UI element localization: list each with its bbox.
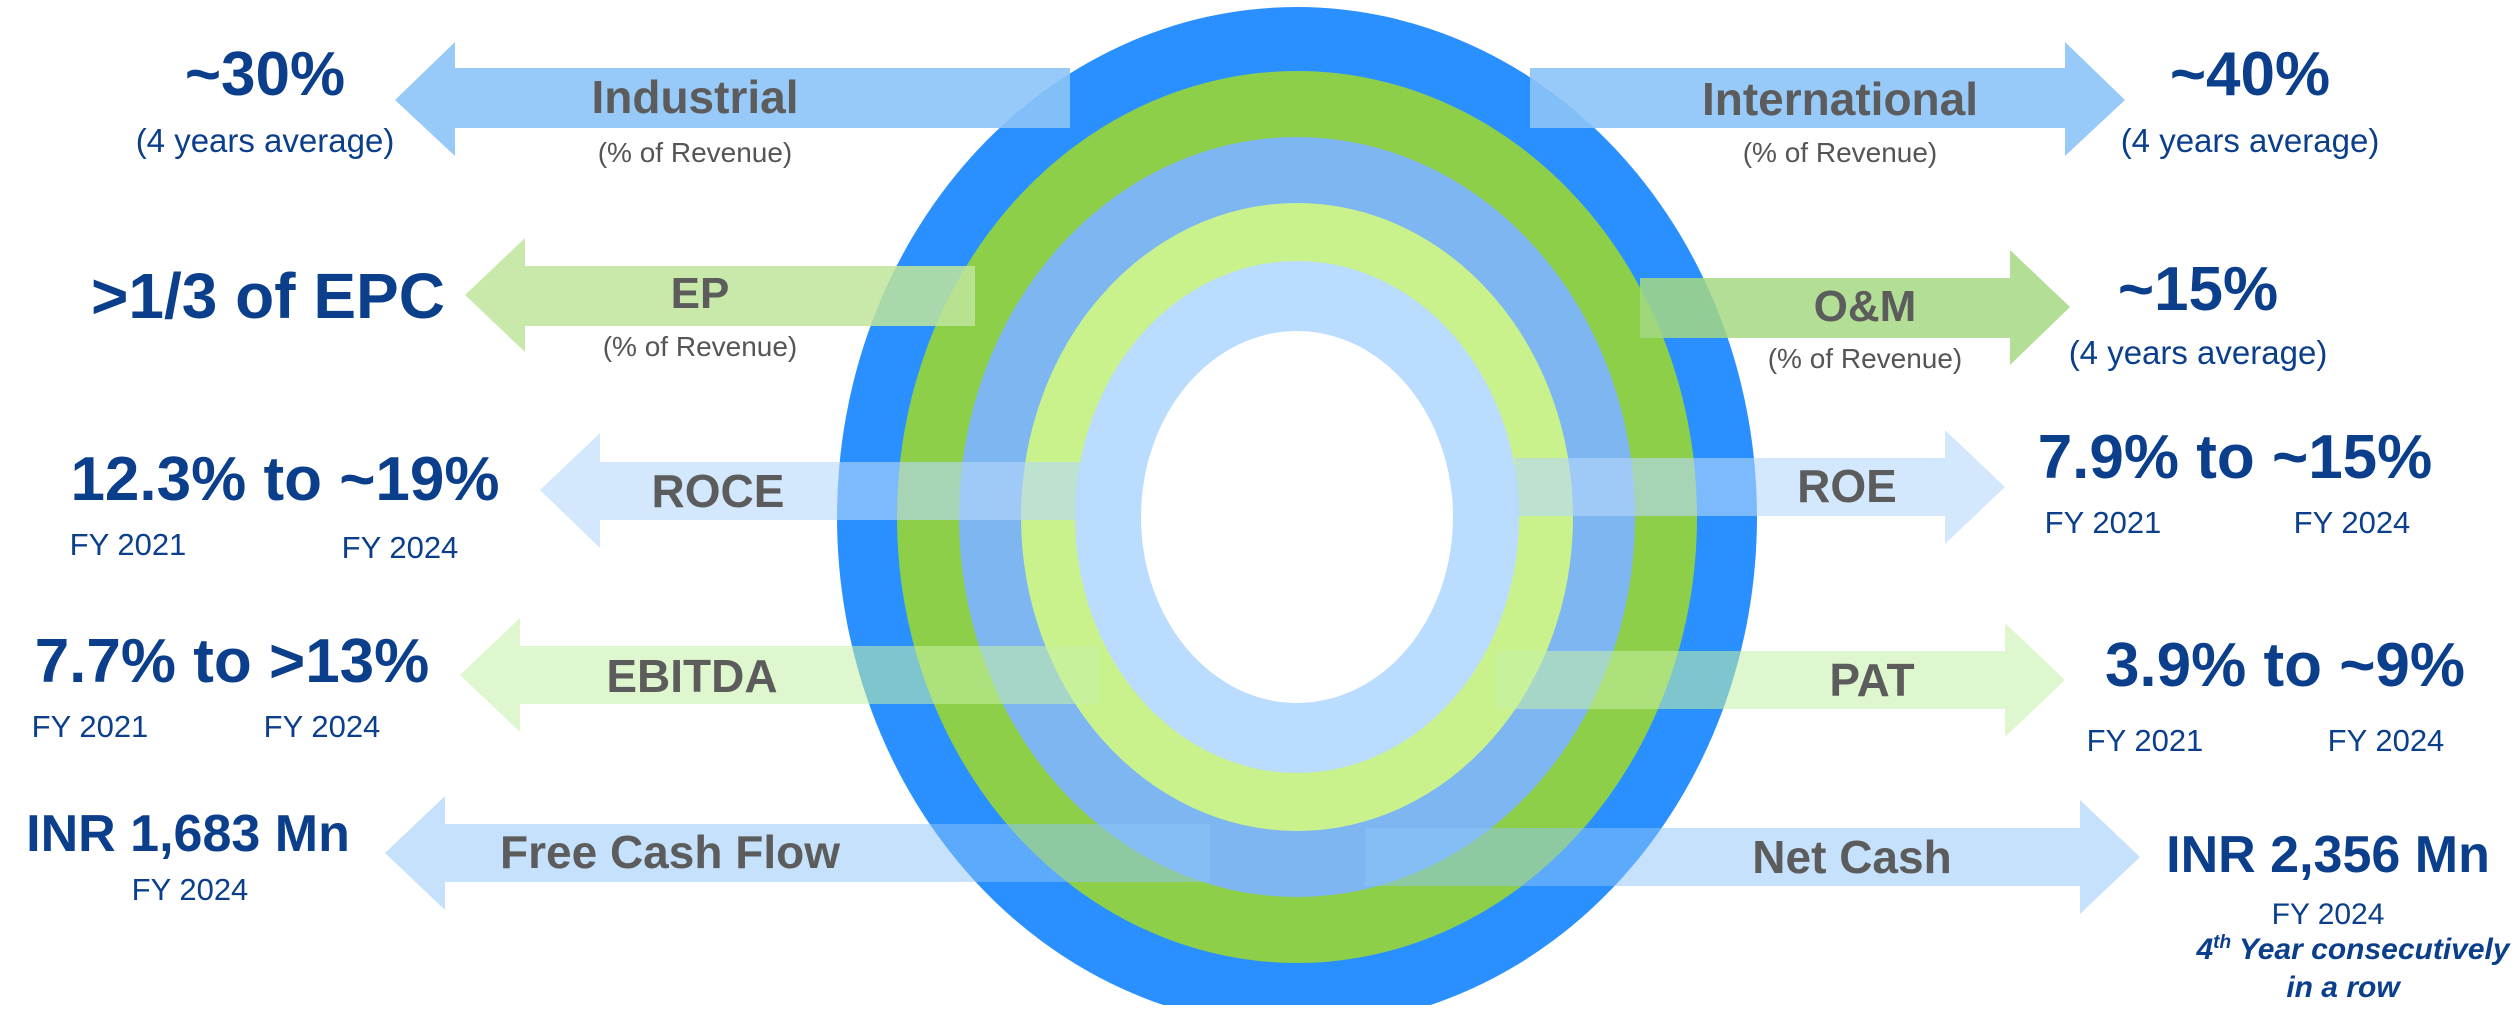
om-note: (4 years average) [2069, 334, 2328, 371]
arrow-international [1530, 42, 2125, 156]
ebitda-from-year: FY 2021 [32, 709, 149, 744]
industrial-note: (4 years average) [136, 122, 395, 159]
fcf-year: FY 2024 [132, 872, 249, 907]
arrow-labels: Industrial (% of Revenue) International … [500, 71, 1978, 883]
international-note: (4 years average) [2121, 122, 2380, 159]
arrow-net-cash [1365, 800, 2140, 914]
international-label: International [1702, 73, 1978, 125]
concentric-rings [837, 7, 1757, 1010]
industrial-label: Industrial [591, 71, 798, 123]
pat-value: 3.9% to ~9% [2105, 631, 2465, 700]
free-cash-flow-label: Free Cash Flow [500, 826, 840, 878]
net-cash-label: Net Cash [1752, 831, 1951, 883]
arrows [385, 42, 2140, 914]
international-value: ~40% [2170, 40, 2330, 109]
arrow-ebitda [460, 618, 1100, 732]
roce-from-year: FY 2021 [70, 527, 187, 562]
ep-label: EP [671, 269, 730, 318]
arrow-ep [465, 238, 975, 352]
arrow-roce [540, 433, 1080, 548]
arrow-industrial [395, 42, 1070, 156]
netcash-value: INR 2,356 Mn [2166, 826, 2490, 884]
arrow-om [1640, 250, 2070, 365]
netcash-note-rest: Year consecutively [2231, 933, 2511, 966]
roe-label: ROE [1797, 460, 1897, 512]
ebitda-label: EBITDA [606, 650, 777, 702]
netcash-note: 4th Year consecutively [2195, 932, 2510, 966]
pat-to-year: FY 2024 [2328, 723, 2445, 758]
industrial-sub: (% of Revenue) [598, 137, 793, 168]
roe-value: 7.9% to ~15% [2038, 423, 2433, 492]
netcash-note-line2: in a row [2286, 971, 2401, 1004]
arrow-roe [1515, 430, 2005, 544]
arrow-free-cash-flow [385, 796, 1210, 910]
netcash-note-num: 4 [2195, 933, 2213, 966]
arrow-pat [1495, 623, 2065, 737]
om-label: O&M [1814, 282, 1917, 331]
pat-label: PAT [1829, 654, 1914, 706]
ring-center [1141, 331, 1453, 703]
fcf-value: INR 1,683 Mn [26, 805, 350, 863]
pat-from-year: FY 2021 [2087, 723, 2204, 758]
ebitda-to-year: FY 2024 [264, 709, 381, 744]
industrial-value: ~30% [185, 40, 345, 109]
roce-value: 12.3% to ~19% [70, 445, 499, 514]
roce-to-year: FY 2024 [342, 530, 459, 565]
ep-sub: (% of Revenue) [603, 331, 798, 362]
right-values: ~40% (4 years average) ~15% (4 years ave… [2038, 40, 2511, 1004]
roe-from-year: FY 2021 [2045, 505, 2162, 540]
roe-to-year: FY 2024 [2294, 505, 2411, 540]
om-value: ~15% [2118, 255, 2278, 324]
ep-value: >1/3 of EPC [91, 260, 445, 332]
om-sub: (% of Revenue) [1768, 343, 1963, 374]
netcash-year: FY 2024 [2272, 898, 2385, 931]
netcash-note-sup: th [2213, 932, 2231, 953]
roce-label: ROCE [652, 465, 785, 517]
ebitda-value: 7.7% to >13% [35, 627, 430, 696]
international-sub: (% of Revenue) [1743, 137, 1938, 168]
left-values: ~30% (4 years average) >1/3 of EPC 12.3%… [26, 40, 499, 907]
